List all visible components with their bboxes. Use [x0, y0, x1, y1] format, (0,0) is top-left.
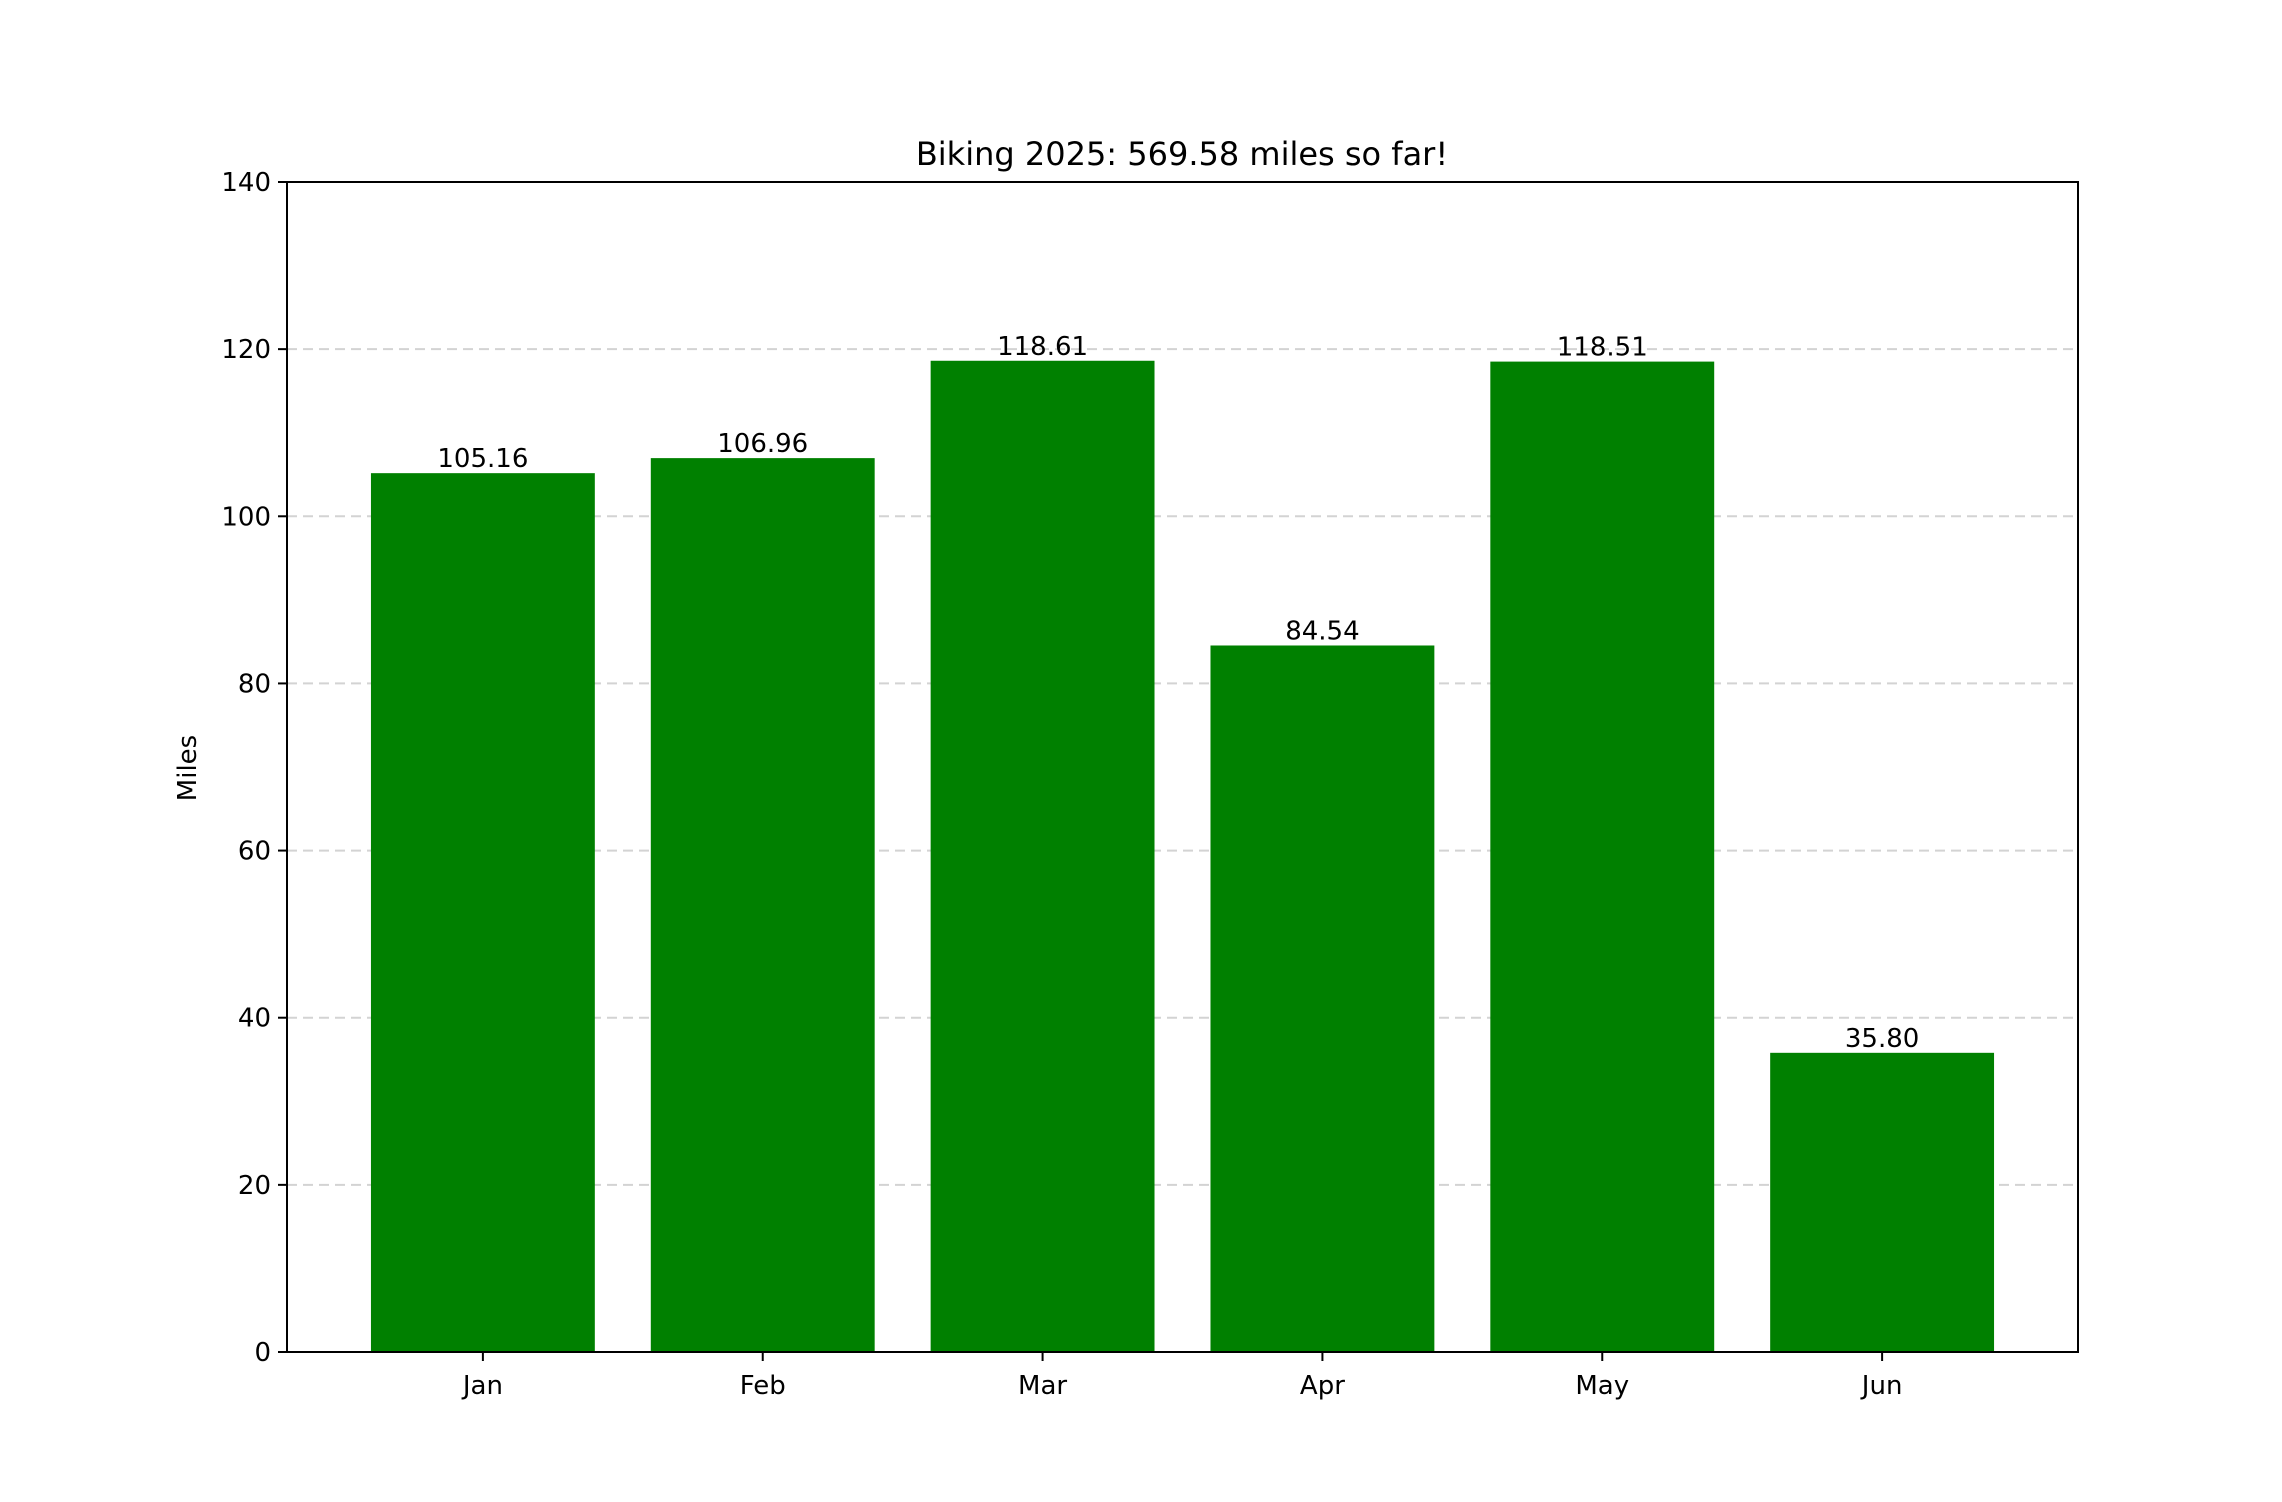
y-tick-label: 80: [238, 669, 271, 699]
x-tick-label: Feb: [740, 1371, 786, 1401]
data-label: 106.96: [717, 429, 808, 459]
data-label: 118.61: [997, 332, 1088, 362]
x-tick-label: May: [1575, 1371, 1629, 1401]
y-axis-label: Miles: [173, 735, 203, 801]
x-tick-label: Mar: [1018, 1371, 1067, 1401]
y-tick-label: 0: [254, 1338, 271, 1368]
x-tick-label: Jun: [1860, 1371, 1903, 1401]
y-tick-label: 40: [238, 1004, 271, 1034]
y-tick-label: 20: [238, 1171, 271, 1201]
x-axis-ticks: Jan Feb Mar Apr May Jun: [461, 1352, 1903, 1401]
data-label: 35.80: [1845, 1024, 1919, 1054]
data-label: 118.51: [1557, 333, 1648, 363]
y-tick-label: 100: [221, 502, 271, 532]
bar-apr: [1210, 645, 1435, 1352]
chart-title: Biking 2025: 569.58 miles so far!: [916, 135, 1448, 173]
y-axis-ticks: 0 20 40 60 80 100 120 140: [221, 168, 287, 1368]
bar-feb: [650, 458, 875, 1352]
data-label: 105.16: [437, 444, 528, 474]
bar-jun: [1770, 1052, 1995, 1352]
bar-mar: [930, 360, 1155, 1352]
bar-may: [1490, 361, 1715, 1353]
bar-jan: [370, 473, 595, 1353]
y-tick-label: 140: [221, 168, 271, 198]
y-tick-label: 120: [221, 335, 271, 365]
bars: [370, 360, 1995, 1353]
plot-frame: [286, 181, 2079, 1353]
data-label: 84.54: [1285, 616, 1359, 646]
y-tick-label: 60: [238, 837, 271, 867]
x-tick-label: Jan: [461, 1371, 503, 1401]
x-tick-label: Apr: [1300, 1371, 1345, 1401]
data-labels: 105.16 106.96 118.61 84.54 118.51 35.80: [437, 332, 1919, 1054]
